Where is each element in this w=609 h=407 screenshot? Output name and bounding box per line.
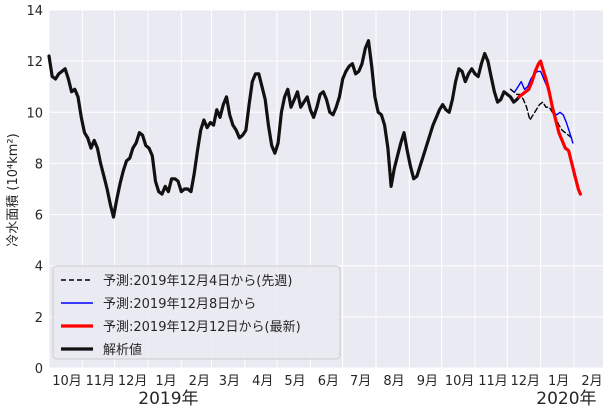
year-label: 2019年 [138, 389, 198, 407]
legend-box [52, 265, 341, 360]
x-tick-label: 7月 [350, 374, 371, 389]
legend: 予測:2019年12月4日から(先週) 予測:2019年12月8日から予測:201… [52, 265, 341, 360]
x-tick-label: 11月 [478, 374, 508, 389]
x-tick-label: 10月 [52, 374, 82, 389]
y-tick-label: 6 [35, 209, 43, 224]
y-tick-label: 8 [35, 157, 43, 172]
y-tick-label: 4 [35, 260, 43, 275]
y-tick-label: 14 [26, 4, 43, 19]
series-line-1 [514, 70, 574, 144]
x-tick-label: 5月 [284, 374, 305, 389]
x-tick-label: 12月 [510, 374, 540, 389]
y-axis-ticks: 0 2 4 6 8 10 12 14 [26, 4, 43, 377]
x-tick-label: 12月 [118, 374, 148, 389]
x-tick-label: 1月 [155, 374, 176, 389]
series-lines [47, 39, 582, 219]
x-tick-label: 1月 [548, 374, 569, 389]
x-tick-label: 4月 [252, 374, 273, 389]
x-tick-label: 11月 [86, 374, 116, 389]
year-label: 2020年 [536, 389, 596, 407]
x-tick-label: 3月 [219, 374, 240, 389]
x-tick-label: 9月 [417, 374, 438, 389]
x-tick-label: 2月 [581, 374, 602, 389]
y-tick-label: 2 [35, 311, 43, 326]
x-tick-label: 2月 [189, 374, 210, 389]
x-tick-label: 8月 [383, 374, 404, 389]
series-line-3 [47, 39, 521, 219]
y-tick-label: 12 [26, 55, 43, 70]
y-tick-label: 10 [26, 106, 43, 121]
year-labels: 2019年 2020年 [138, 389, 596, 407]
x-tick-label: 6月 [318, 374, 339, 389]
x-tick-label: 10月 [445, 374, 475, 389]
legend-entry-label: 予測:2019年12月4日から(先週) [103, 274, 292, 289]
legend-entry-label: 予測:2019年12月8日から [103, 297, 256, 312]
y-tick-label: 0 [35, 362, 43, 377]
y-axis-label: 冷水面積 (10⁴km²) [6, 133, 21, 246]
legend-entry-label: 解析値 [103, 342, 142, 358]
series-line-2 [517, 59, 582, 196]
legend-entry-label: 予測:2019年12月12日から(最新) [103, 319, 301, 335]
x-axis-ticks: 10月 11月 12月 1月 2月 3月 4月 5月 6月 7月 8月 9月 10月 11月 12月 1月 2月 [52, 374, 602, 389]
